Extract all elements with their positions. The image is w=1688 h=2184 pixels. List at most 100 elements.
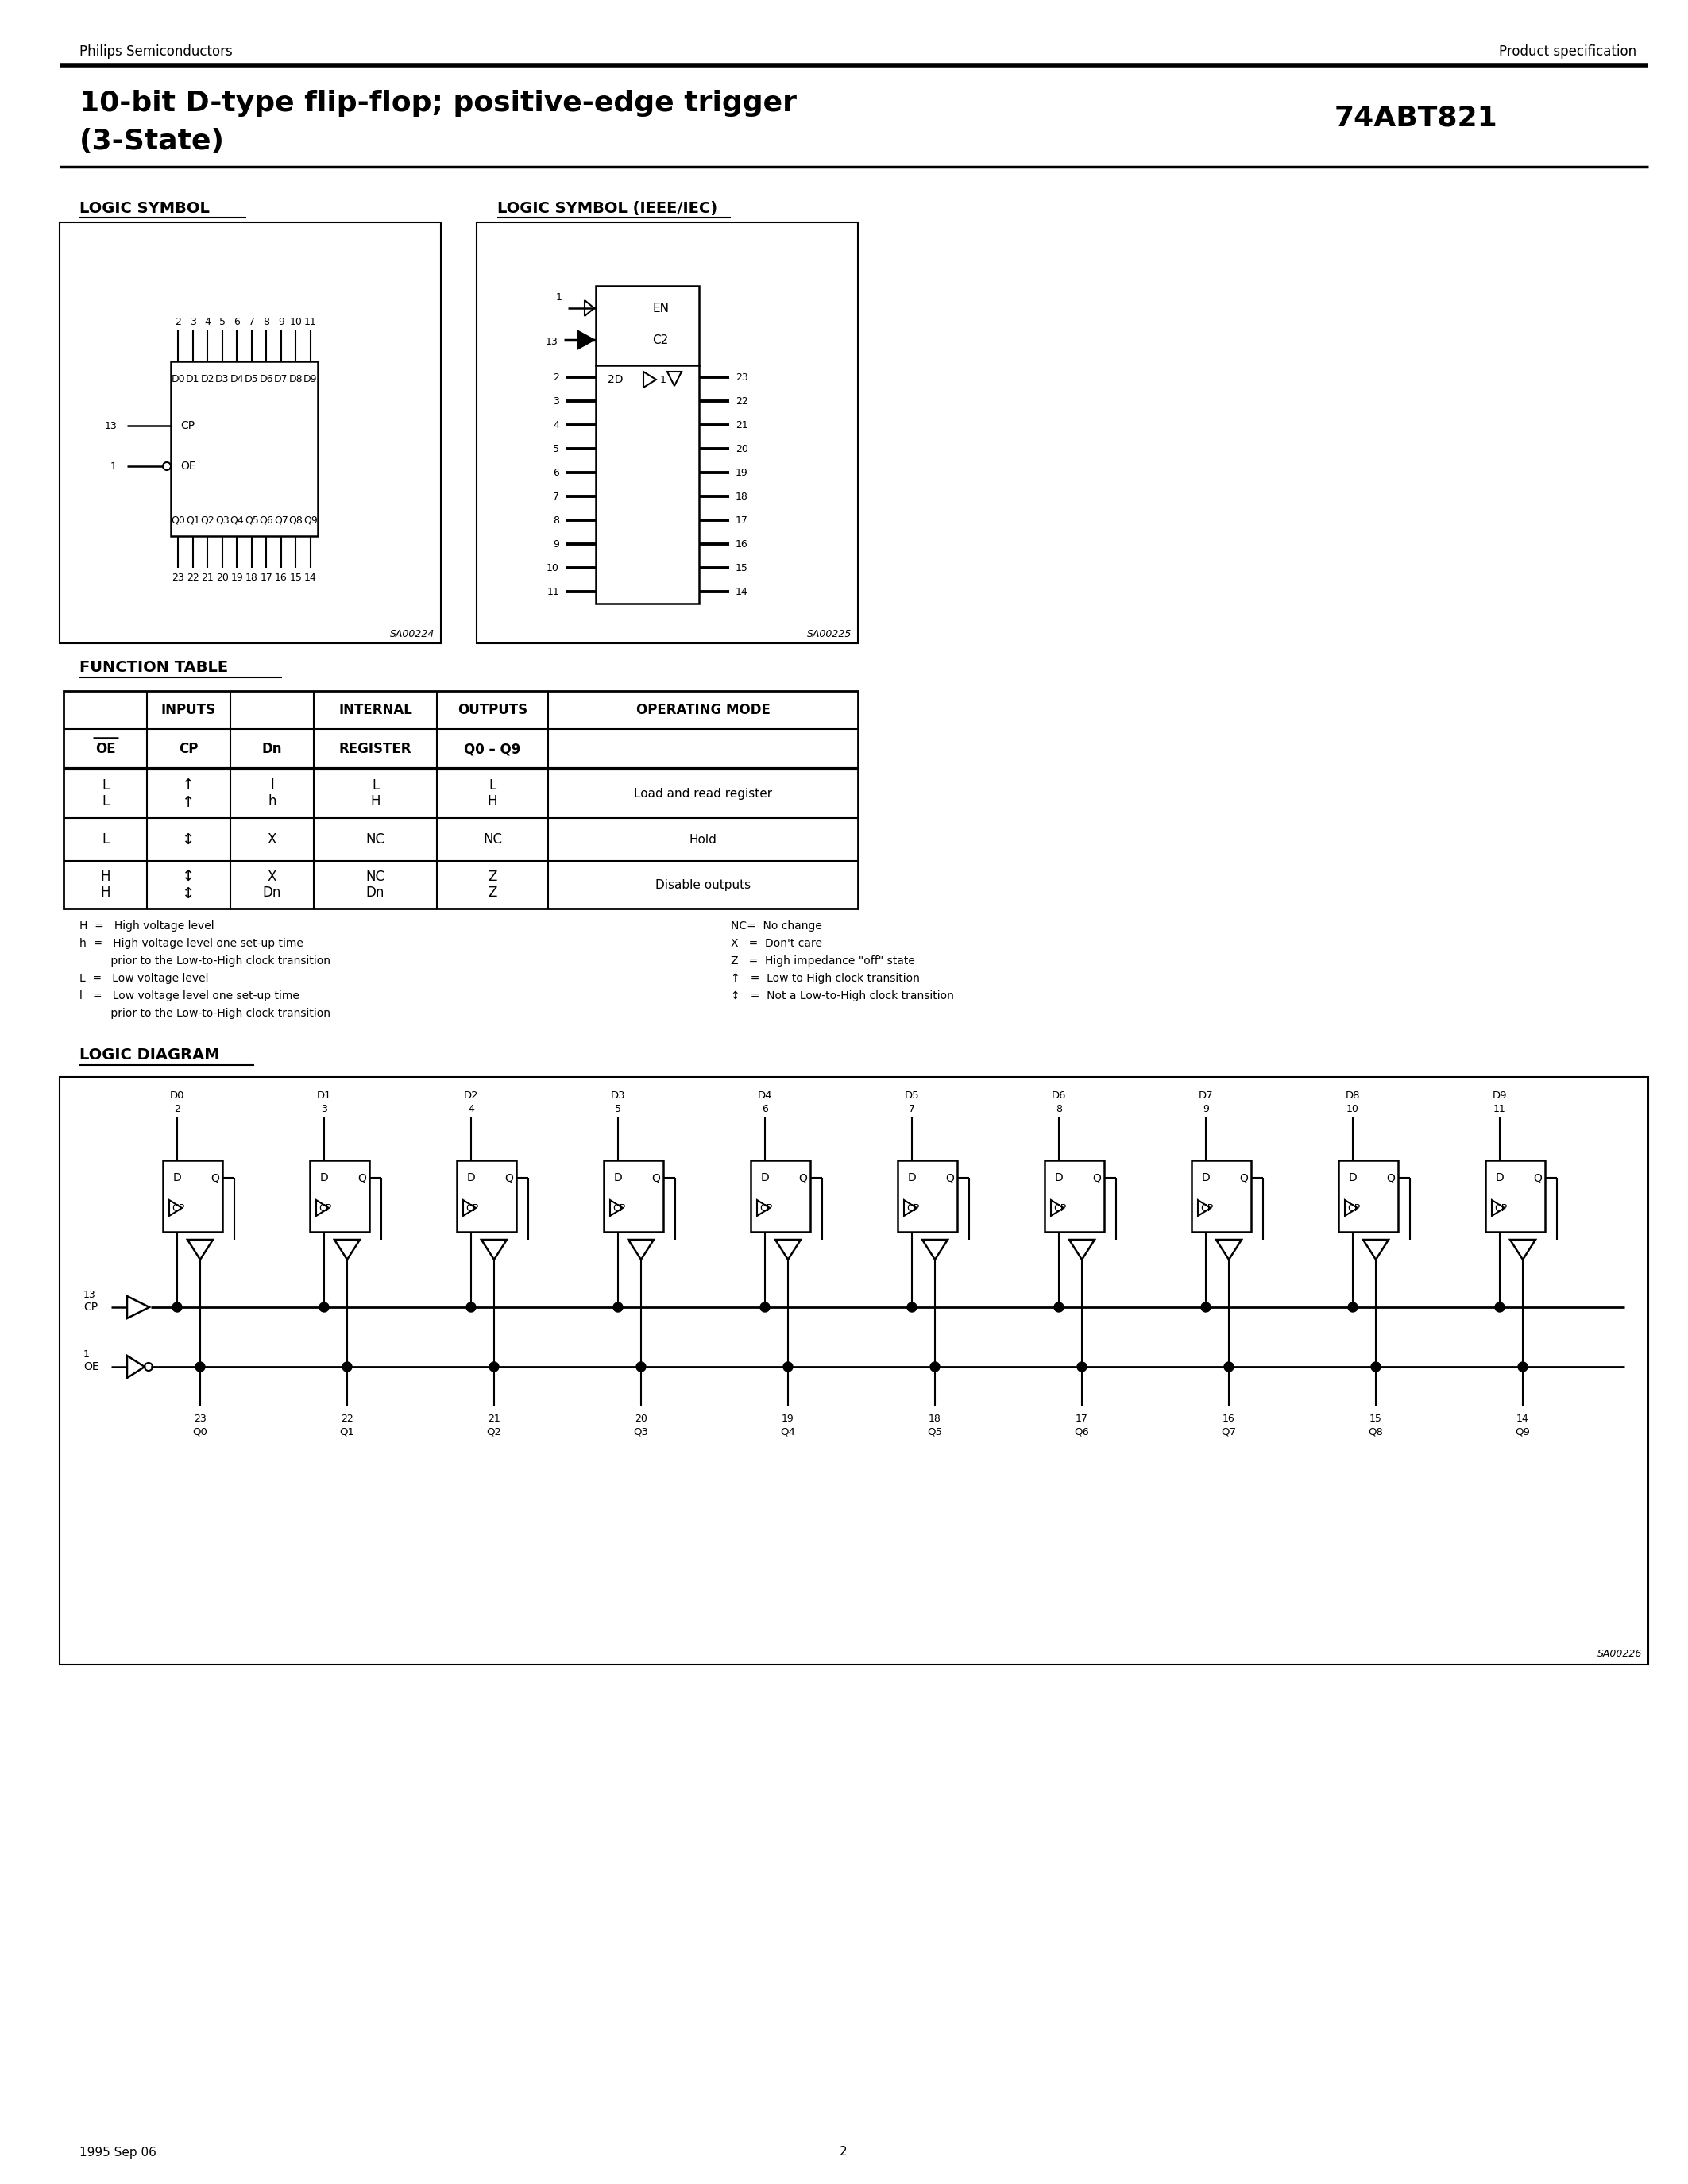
- Bar: [604, 1160, 663, 1232]
- Polygon shape: [1511, 1241, 1536, 1260]
- Text: 74ABT821: 74ABT821: [1335, 105, 1497, 131]
- Text: OE: OE: [181, 461, 196, 472]
- Text: 19: 19: [736, 467, 748, 478]
- Text: Q7: Q7: [1222, 1426, 1236, 1437]
- Polygon shape: [756, 1199, 770, 1216]
- Polygon shape: [127, 1295, 149, 1319]
- Polygon shape: [1215, 1241, 1242, 1260]
- Text: Q: Q: [652, 1173, 660, 1184]
- Text: D5: D5: [245, 373, 258, 384]
- Text: L
H: L H: [370, 778, 380, 808]
- Polygon shape: [922, 1241, 947, 1260]
- Text: Q3: Q3: [633, 1426, 648, 1437]
- Text: 6: 6: [233, 317, 240, 328]
- Text: Hold: Hold: [689, 834, 717, 845]
- Text: D: D: [908, 1173, 917, 1184]
- Text: Q: Q: [798, 1173, 807, 1184]
- Text: Q0: Q0: [170, 515, 186, 524]
- Bar: [59, 1077, 1647, 1664]
- Text: Q: Q: [1239, 1173, 1247, 1184]
- Text: 2: 2: [554, 371, 559, 382]
- Text: 1: 1: [83, 1350, 89, 1358]
- Text: OE: OE: [95, 743, 115, 756]
- Bar: [751, 1160, 810, 1232]
- Text: EN: EN: [653, 301, 668, 314]
- Text: D1: D1: [317, 1090, 331, 1101]
- Bar: [1485, 1160, 1545, 1232]
- Polygon shape: [1198, 1199, 1210, 1216]
- Circle shape: [636, 1363, 647, 1372]
- Text: Q0 – Q9: Q0 – Q9: [464, 743, 522, 756]
- Text: Q9: Q9: [304, 515, 317, 524]
- Text: Q: Q: [505, 1173, 513, 1184]
- Text: 7: 7: [248, 317, 255, 328]
- Text: 19: 19: [782, 1413, 795, 1424]
- Bar: [64, 690, 858, 909]
- Text: 14: 14: [1516, 1413, 1529, 1424]
- Text: Q6: Q6: [260, 515, 273, 524]
- Text: 13: 13: [545, 336, 557, 347]
- Text: Q2: Q2: [201, 515, 214, 524]
- Text: Q5: Q5: [927, 1426, 942, 1437]
- Text: CP: CP: [181, 422, 194, 432]
- Text: D2: D2: [464, 1090, 478, 1101]
- Bar: [59, 223, 441, 644]
- Polygon shape: [667, 371, 682, 387]
- Polygon shape: [584, 299, 594, 317]
- Text: D: D: [761, 1173, 770, 1184]
- Text: NC=  No change: NC= No change: [731, 919, 822, 933]
- Text: D: D: [1202, 1173, 1210, 1184]
- Text: h  =   High voltage level one set-up time: h = High voltage level one set-up time: [79, 937, 304, 950]
- Text: 4: 4: [468, 1103, 474, 1114]
- Circle shape: [466, 1302, 476, 1313]
- Polygon shape: [579, 332, 594, 349]
- Text: 1: 1: [660, 373, 667, 384]
- Text: SA00225: SA00225: [807, 629, 851, 640]
- Text: 5: 5: [554, 443, 559, 454]
- Bar: [162, 1160, 223, 1232]
- Polygon shape: [1345, 1199, 1357, 1216]
- Text: D0: D0: [170, 373, 186, 384]
- Text: Q6: Q6: [1075, 1426, 1089, 1437]
- Text: FUNCTION TABLE: FUNCTION TABLE: [79, 660, 228, 675]
- Text: D: D: [321, 1173, 329, 1184]
- Text: 21: 21: [201, 572, 214, 583]
- Text: 16: 16: [736, 539, 748, 548]
- Text: 23: 23: [172, 572, 184, 583]
- Text: ↕   =  Not a Low-to-High clock transition: ↕ = Not a Low-to-High clock transition: [731, 989, 954, 1002]
- Text: (3-State): (3-State): [79, 129, 225, 155]
- Text: 18: 18: [245, 572, 258, 583]
- Text: CP: CP: [179, 743, 199, 756]
- Polygon shape: [316, 1199, 329, 1216]
- Bar: [1339, 1160, 1398, 1232]
- Text: 17: 17: [260, 572, 273, 583]
- Text: Q8: Q8: [289, 515, 302, 524]
- Circle shape: [1518, 1363, 1528, 1372]
- Polygon shape: [463, 1199, 476, 1216]
- Text: 2: 2: [174, 1103, 181, 1114]
- Circle shape: [490, 1363, 500, 1372]
- Text: L: L: [101, 832, 110, 847]
- Text: D: D: [1349, 1173, 1357, 1184]
- Text: D7: D7: [273, 373, 289, 384]
- Text: X
Dn: X Dn: [263, 869, 282, 900]
- Text: 20: 20: [216, 572, 228, 583]
- Text: CP: CP: [319, 1203, 331, 1212]
- Text: 16: 16: [275, 572, 287, 583]
- Text: Q4: Q4: [230, 515, 245, 524]
- Text: 21: 21: [488, 1413, 500, 1424]
- Text: 1: 1: [555, 293, 562, 301]
- Text: Q8: Q8: [1369, 1426, 1384, 1437]
- Text: CP: CP: [760, 1203, 773, 1212]
- Bar: [1045, 1160, 1104, 1232]
- Text: CP: CP: [1053, 1203, 1067, 1212]
- Circle shape: [172, 1302, 182, 1313]
- Text: 8: 8: [263, 317, 270, 328]
- Text: NC: NC: [483, 832, 501, 847]
- Text: 5: 5: [219, 317, 226, 328]
- Text: Q7: Q7: [273, 515, 289, 524]
- Text: D3: D3: [611, 1090, 625, 1101]
- Text: D9: D9: [1492, 1090, 1507, 1101]
- Text: 3: 3: [321, 1103, 327, 1114]
- Text: D6: D6: [260, 373, 273, 384]
